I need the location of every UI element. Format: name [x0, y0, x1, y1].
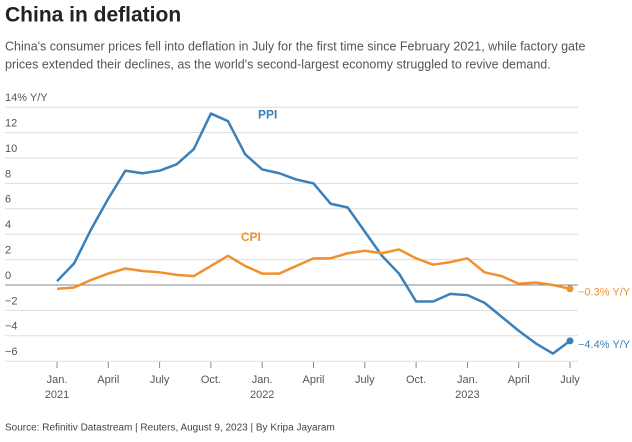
y-tick-label: 12	[5, 118, 17, 130]
x-tick-label: Jan.	[47, 374, 68, 386]
y-tick-label: 8	[5, 168, 11, 180]
x-tick-label: Oct.	[201, 374, 221, 386]
end-label: −0.3% Y/Y	[578, 287, 631, 299]
x-tick-label: Jan.	[252, 374, 273, 386]
source: Source: Refinitiv Datastream | Reuters, …	[5, 423, 335, 434]
line	[56, 112, 571, 355]
series-label: PPI	[258, 107, 277, 121]
line	[56, 248, 571, 291]
x-tick-label: July	[560, 374, 580, 386]
series-label: CPI	[241, 230, 261, 244]
x-tick-label: April	[302, 374, 324, 386]
y-tick-label: −4	[5, 321, 18, 333]
y-tick-label: 10	[5, 143, 17, 155]
end-dot	[566, 285, 574, 293]
y-tick-label: −2	[5, 295, 18, 307]
y-tick-label: 14% Y/Y	[5, 92, 48, 104]
x-year-label: 2021	[45, 389, 69, 401]
y-tick-label: 2	[5, 245, 11, 257]
y-tick-label: 4	[5, 219, 11, 231]
y-tick-label: −6	[5, 346, 18, 358]
x-year-label: 2023	[455, 389, 479, 401]
x-tick-label: July	[355, 374, 375, 386]
subtitle: prices extended their declines, as the w…	[5, 57, 551, 71]
x-tick-label: Jan.	[457, 374, 478, 386]
end-dot	[566, 337, 574, 345]
y-tick-label: 0	[5, 270, 11, 282]
y-tick-label: 6	[5, 194, 11, 206]
x-tick-label: April	[97, 374, 119, 386]
end-label: −4.4% Y/Y	[578, 339, 631, 351]
subtitle: China's consumer prices fell into deflat…	[5, 39, 585, 53]
x-tick-label: Oct.	[406, 374, 426, 386]
chart-title: China in deflation	[5, 4, 181, 27]
x-year-label: 2022	[250, 389, 274, 401]
x-tick-label: April	[508, 374, 530, 386]
x-tick-label: July	[150, 374, 170, 386]
